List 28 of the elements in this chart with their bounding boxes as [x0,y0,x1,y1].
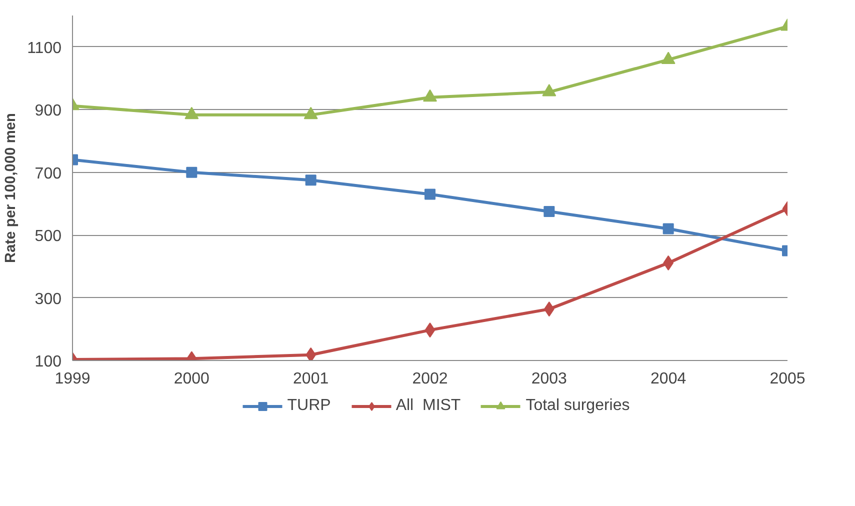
point [304,106,318,120]
point [423,89,437,102]
legend-label: All MIST [396,397,461,415]
x-tick-label: 2001 [293,370,329,388]
point [184,106,199,120]
point [544,206,555,218]
legend-label: TURP [287,397,331,415]
point [424,188,436,200]
y-tick-label: 1100 [27,40,62,57]
x-tick-label: 2003 [531,370,568,388]
x-tick-label: 1999 [54,370,90,388]
legend-label: Total surgeries [526,397,630,415]
y-tick-label: 700 [34,165,62,182]
y-tick-label: 900 [34,102,62,120]
point [662,223,674,234]
y-axis-title: Rate per 100,000 men [3,113,20,263]
x-tick-label: 2004 [650,370,686,388]
point [424,322,436,338]
y-tick-label: 100 [34,354,62,370]
x-tick-label: 2000 [174,370,210,388]
point [661,52,676,64]
x-tick-label: 2002 [412,370,448,388]
y-tick-label: 300 [34,290,62,308]
x-tick-label: 2005 [770,370,806,388]
point [186,166,198,178]
y-tick-label: 500 [34,228,62,246]
point [305,174,316,186]
point [542,84,556,96]
